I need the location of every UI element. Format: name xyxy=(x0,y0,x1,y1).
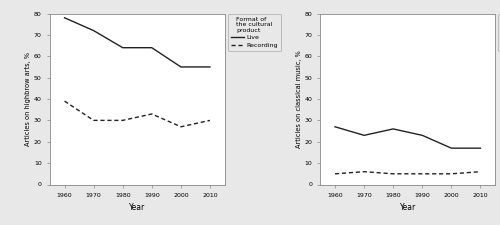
Recording xyxy=(149,112,155,115)
Line: Live: Live xyxy=(64,18,210,67)
Recording xyxy=(361,170,367,173)
Y-axis label: Articles on classical music, %: Articles on classical music, % xyxy=(296,50,302,148)
Live xyxy=(120,46,126,49)
Recording xyxy=(332,173,338,175)
X-axis label: Year: Year xyxy=(129,203,146,212)
Live xyxy=(149,46,155,49)
Live xyxy=(390,128,396,130)
Line: Recording: Recording xyxy=(64,101,210,127)
Live xyxy=(448,147,454,150)
Live xyxy=(361,134,367,137)
Line: Recording: Recording xyxy=(335,172,480,174)
X-axis label: Year: Year xyxy=(400,203,416,212)
Live xyxy=(420,134,426,137)
Live xyxy=(178,66,184,68)
Live xyxy=(207,66,213,68)
Y-axis label: Articles on highbrow arts, %: Articles on highbrow arts, % xyxy=(25,52,31,146)
Recording xyxy=(478,170,484,173)
Live xyxy=(90,29,96,32)
Live xyxy=(478,147,484,150)
Recording xyxy=(207,119,213,122)
Recording xyxy=(420,173,426,175)
Legend: Live, Recording: Live, Recording xyxy=(498,14,500,51)
Recording xyxy=(90,119,96,122)
Live xyxy=(62,16,68,19)
Recording xyxy=(62,100,68,103)
Recording xyxy=(390,173,396,175)
Line: Live: Live xyxy=(335,127,480,148)
Legend: Live, Recording: Live, Recording xyxy=(228,14,281,51)
Recording xyxy=(448,173,454,175)
Recording xyxy=(120,119,126,122)
Live xyxy=(332,126,338,128)
Recording xyxy=(178,126,184,128)
